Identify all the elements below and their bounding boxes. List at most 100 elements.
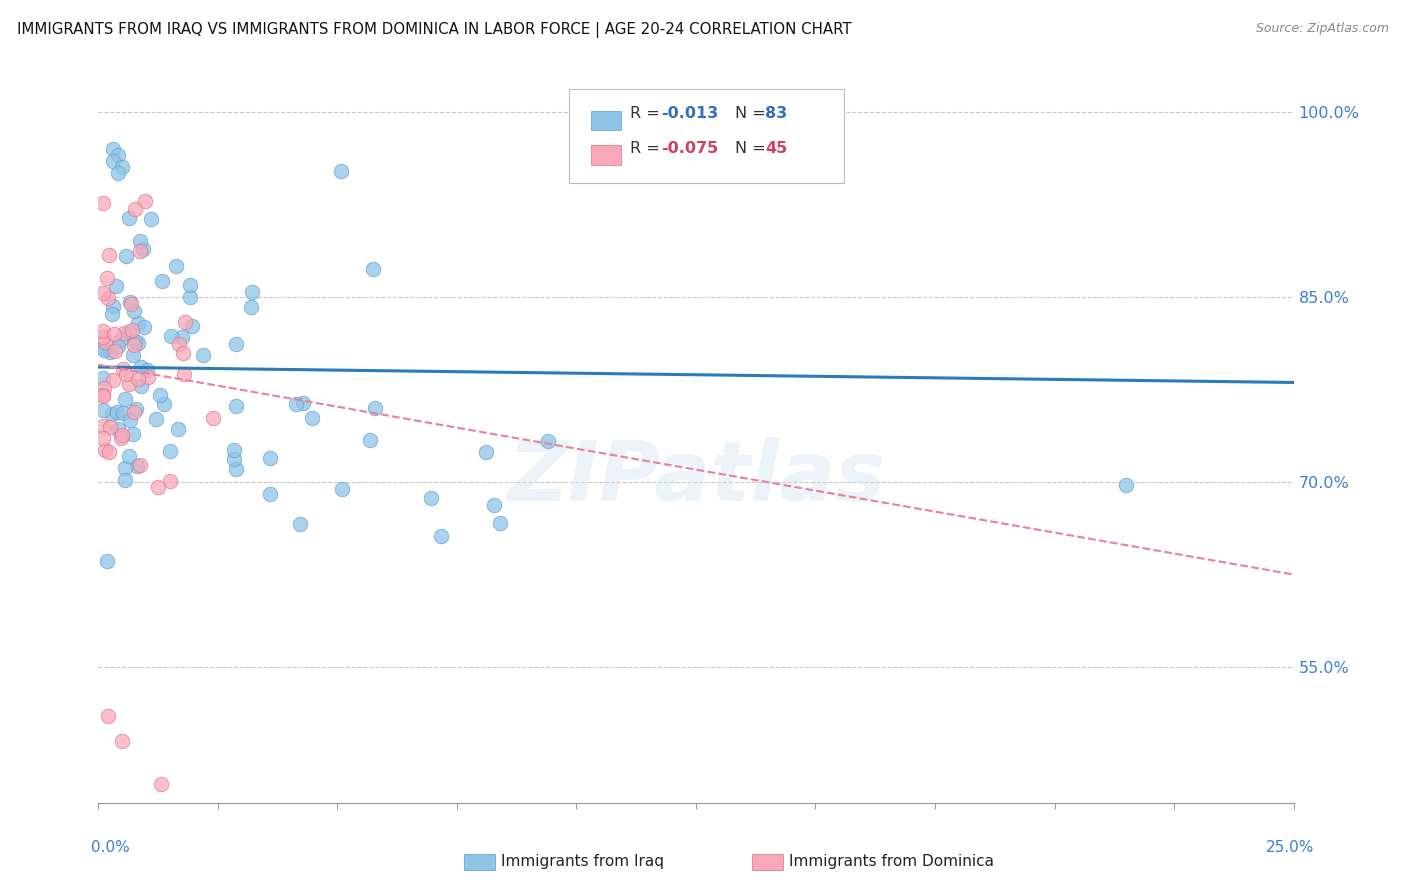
Point <box>103 299 125 313</box>
Point <box>288 516 311 531</box>
Point <box>98 247 121 261</box>
Point <box>110 430 132 444</box>
Point <box>107 167 129 181</box>
Point <box>101 373 124 387</box>
Point <box>332 483 354 497</box>
Point <box>105 404 128 418</box>
Text: 25.0%: 25.0% <box>1267 840 1315 855</box>
Point <box>474 444 496 458</box>
Point <box>179 278 201 293</box>
Point <box>259 450 281 465</box>
Point <box>180 318 202 333</box>
Point <box>129 458 152 472</box>
Point <box>179 289 201 303</box>
Point <box>134 194 156 209</box>
Point <box>114 473 136 487</box>
Point <box>165 259 187 273</box>
Point <box>127 459 149 474</box>
Text: ZIPatlas: ZIPatlas <box>508 436 884 517</box>
Point <box>127 336 149 351</box>
Point <box>172 346 194 360</box>
Point <box>359 434 381 448</box>
Point <box>152 397 174 411</box>
Point <box>240 300 263 314</box>
Point <box>420 491 443 505</box>
Point <box>122 303 145 318</box>
Point <box>114 392 136 406</box>
Point <box>91 389 114 403</box>
Point <box>111 428 134 442</box>
Point <box>97 444 120 458</box>
Point <box>1115 478 1137 492</box>
Point <box>124 202 146 216</box>
Point <box>225 462 247 476</box>
Point <box>429 529 451 543</box>
Point <box>225 399 247 413</box>
Text: R =: R = <box>630 106 665 120</box>
Point <box>132 320 155 334</box>
Point <box>96 554 118 568</box>
Text: Source: ZipAtlas.com: Source: ZipAtlas.com <box>1256 22 1389 36</box>
Point <box>139 212 162 227</box>
Point <box>489 516 512 531</box>
Point <box>107 422 129 436</box>
Point <box>127 316 149 330</box>
Point <box>122 426 145 441</box>
Point <box>129 379 152 393</box>
Point <box>91 286 114 301</box>
Point <box>173 367 195 381</box>
Point <box>100 307 122 321</box>
Point <box>104 343 127 358</box>
Point <box>118 211 141 225</box>
Point <box>118 450 141 464</box>
Point <box>127 372 149 386</box>
Point <box>121 323 143 337</box>
Point <box>301 411 323 425</box>
Point <box>292 395 315 409</box>
Text: IMMIGRANTS FROM IRAQ VS IMMIGRANTS FROM DOMINICA IN LABOR FORCE | AGE 20-24 CORR: IMMIGRANTS FROM IRAQ VS IMMIGRANTS FROM … <box>17 22 852 38</box>
Point <box>111 734 134 748</box>
Point <box>149 388 172 402</box>
Point <box>112 406 135 420</box>
Point <box>120 297 142 311</box>
Point <box>122 338 145 352</box>
Point <box>132 242 155 256</box>
Point <box>146 480 169 494</box>
Point <box>225 336 247 351</box>
Point <box>118 325 141 339</box>
Text: Immigrants from Dominica: Immigrants from Dominica <box>789 855 994 869</box>
Point <box>240 285 263 299</box>
Point <box>91 196 114 211</box>
Point <box>114 368 136 382</box>
Point <box>91 371 114 385</box>
Point <box>103 327 125 342</box>
Point <box>150 274 173 288</box>
Text: N =: N = <box>735 141 772 155</box>
Point <box>149 777 172 791</box>
Point <box>107 148 129 162</box>
Point <box>201 411 224 425</box>
Text: 45: 45 <box>765 141 787 155</box>
Point <box>97 291 120 305</box>
Point <box>91 402 114 417</box>
Point <box>136 362 159 376</box>
Point <box>93 381 115 395</box>
Point <box>118 377 141 392</box>
Text: -0.013: -0.013 <box>661 106 718 120</box>
Point <box>259 487 281 501</box>
Point <box>91 431 114 445</box>
Point <box>94 334 117 349</box>
Point <box>329 164 352 178</box>
Text: Immigrants from Iraq: Immigrants from Iraq <box>501 855 664 869</box>
Point <box>91 388 114 402</box>
Point <box>120 413 142 427</box>
Point <box>91 342 114 356</box>
Point <box>167 336 190 351</box>
Point <box>94 442 117 457</box>
Point <box>172 330 194 344</box>
Point <box>364 401 387 415</box>
Point <box>96 271 118 285</box>
Point <box>91 418 114 433</box>
Point <box>111 362 134 376</box>
Point <box>361 261 384 276</box>
